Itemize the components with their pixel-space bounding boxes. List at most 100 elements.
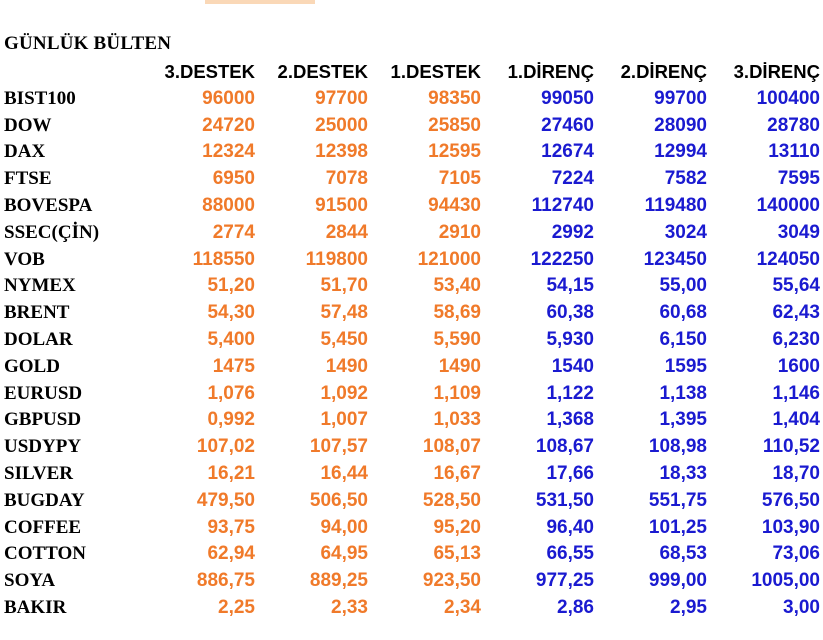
resistance-3-value: 100400: [756, 87, 820, 109]
support-3-value: 2,25: [218, 596, 255, 618]
instrument-name: GOLD: [4, 355, 60, 377]
resistance-1-value: 2992: [551, 221, 594, 243]
support-2-value: 889,25: [309, 570, 368, 592]
instrument-name: COFFEE: [4, 516, 82, 538]
resistance-3-value: 6,230: [772, 328, 820, 350]
support-3-value: 24720: [202, 114, 255, 136]
table-row: VOB 118550 119800 121000 122250 123450 124050: [0, 247, 823, 274]
resistance-1-value: 977,25: [535, 570, 594, 592]
header-row: 3.DESTEK 2.DESTEK 1.DESTEK 1.DİRENÇ 2.Dİ…: [0, 59, 823, 86]
instrument-name: BRENT: [4, 302, 70, 324]
table-row: SOYA 886,75 889,25 923,50 977,25 999,00 1005,0…: [0, 568, 823, 595]
support-1-value: 528,50: [422, 489, 481, 511]
support-1-value: 1,033: [433, 409, 481, 431]
header-resistance-1: 1.DİRENÇ: [507, 61, 594, 82]
resistance-3-value: 55,64: [772, 275, 820, 297]
support-1-value: 7105: [438, 168, 481, 190]
instrument-name: SOYA: [4, 570, 56, 592]
table-row: DAX 12324 12398 12595 12674 12994 13110: [0, 139, 823, 166]
support-2-value: 25000: [315, 114, 368, 136]
support-1-value: 94430: [428, 194, 481, 216]
table-row: BAKIR 2,25 2,33 2,34 2,86 2,95 3,00: [0, 595, 823, 622]
instrument-name: VOB: [4, 248, 45, 270]
resistance-1-value: 99050: [541, 87, 594, 109]
resistance-3-value: 28780: [767, 114, 820, 136]
support-2-value: 7078: [325, 168, 368, 190]
table-row: FTSE 6950 7078 7105 7224 7582 7595: [0, 166, 823, 193]
instrument-name: BOVESPA: [4, 194, 93, 216]
instrument-name: BUGDAY: [4, 489, 85, 511]
resistance-2-value: 2,95: [670, 596, 707, 618]
support-2-value: 2,33: [331, 596, 368, 618]
support-1-value: 5,590: [433, 328, 481, 350]
table-row: USDYPY 107,02 107,57 108,07 108,67 108,98 110,…: [0, 434, 823, 461]
support-2-value: 51,70: [320, 275, 368, 297]
resistance-2-value: 3024: [664, 221, 707, 243]
resistance-2-value: 101,25: [648, 516, 707, 538]
support-2-value: 119800: [305, 248, 368, 270]
instrument-name: NYMEX: [4, 275, 76, 297]
instrument-name: DOW: [4, 114, 52, 136]
resistance-2-value: 60,68: [659, 302, 707, 324]
support-1-value: 53,40: [433, 275, 481, 297]
page-title: GÜNLÜK BÜLTEN: [4, 33, 172, 54]
resistance-1-value: 108,67: [535, 436, 594, 458]
resistance-1-value: 122250: [530, 248, 594, 270]
resistance-2-value: 1,138: [659, 382, 707, 404]
table-row: EURUSD 1,076 1,092 1,109 1,122 1,138 1,146: [0, 381, 823, 408]
support-2-value: 12398: [315, 141, 368, 163]
support-2-value: 64,95: [320, 543, 368, 565]
resistance-1-value: 1540: [551, 355, 594, 377]
resistance-1-value: 12674: [541, 141, 594, 163]
resistance-3-value: 140000: [756, 194, 820, 216]
support-2-value: 91500: [315, 194, 368, 216]
support-1-value: 98350: [428, 87, 481, 109]
support-3-value: 62,94: [207, 543, 255, 565]
support-3-value: 479,50: [196, 489, 255, 511]
support-2-value: 97700: [315, 87, 368, 109]
resistance-1-value: 7224: [551, 168, 594, 190]
support-1-value: 923,50: [422, 570, 481, 592]
table-row: BUGDAY 479,50 506,50 528,50 531,50 551,75 576,…: [0, 488, 823, 515]
support-1-value: 95,20: [433, 516, 481, 538]
support-3-value: 886,75: [196, 570, 255, 592]
table-row: BOVESPA 88000 91500 94430 112740 119480 140000: [0, 193, 823, 220]
header-support-2: 2.DESTEK: [277, 61, 368, 82]
resistance-1-value: 27460: [541, 114, 594, 136]
support-2-value: 16,44: [320, 462, 368, 484]
support-1-value: 65,13: [433, 543, 481, 565]
header-blank: [0, 59, 146, 86]
table-row: BRENT 54,30 57,48 58,69 60,38 60,68 62,43: [0, 300, 823, 327]
support-1-value: 1,109: [433, 382, 481, 404]
support-3-value: 118550: [192, 248, 255, 270]
resistance-2-value: 28090: [654, 114, 707, 136]
resistance-1-value: 96,40: [546, 516, 594, 538]
resistance-1-value: 1,368: [546, 409, 594, 431]
resistance-3-value: 124050: [756, 248, 820, 270]
support-1-value: 121000: [417, 248, 481, 270]
table-row: COFFEE 93,75 94,00 95,20 96,40 101,25 103,90: [0, 515, 823, 542]
support-1-value: 16,67: [433, 462, 481, 484]
resistance-3-value: 103,90: [761, 516, 820, 538]
resistance-2-value: 99700: [654, 87, 707, 109]
resistance-2-value: 12994: [654, 141, 707, 163]
support-2-value: 1,007: [320, 409, 368, 431]
support-1-value: 1490: [438, 355, 481, 377]
resistance-2-value: 123450: [643, 248, 707, 270]
resistance-3-value: 1,146: [772, 382, 820, 404]
support-3-value: 0,992: [207, 409, 255, 431]
resistance-3-value: 18,70: [772, 462, 820, 484]
support-2-value: 5,450: [320, 328, 368, 350]
table-row: GBPUSD 0,992 1,007 1,033 1,368 1,395 1,404: [0, 407, 823, 434]
resistance-2-value: 7582: [664, 168, 707, 190]
header-resistance-2: 2.DİRENÇ: [620, 61, 707, 82]
resistance-3-value: 73,06: [772, 543, 820, 565]
instrument-name: GBPUSD: [4, 409, 82, 431]
resistance-2-value: 18,33: [659, 462, 707, 484]
support-2-value: 94,00: [320, 516, 368, 538]
resistance-1-value: 66,55: [546, 543, 594, 565]
table-row: DOW 24720 25000 25850 27460 28090 28780: [0, 113, 823, 140]
resistance-3-value: 13110: [768, 141, 820, 163]
table-row: BIST100 96000 97700 98350 99050 99700 100400: [0, 86, 823, 113]
